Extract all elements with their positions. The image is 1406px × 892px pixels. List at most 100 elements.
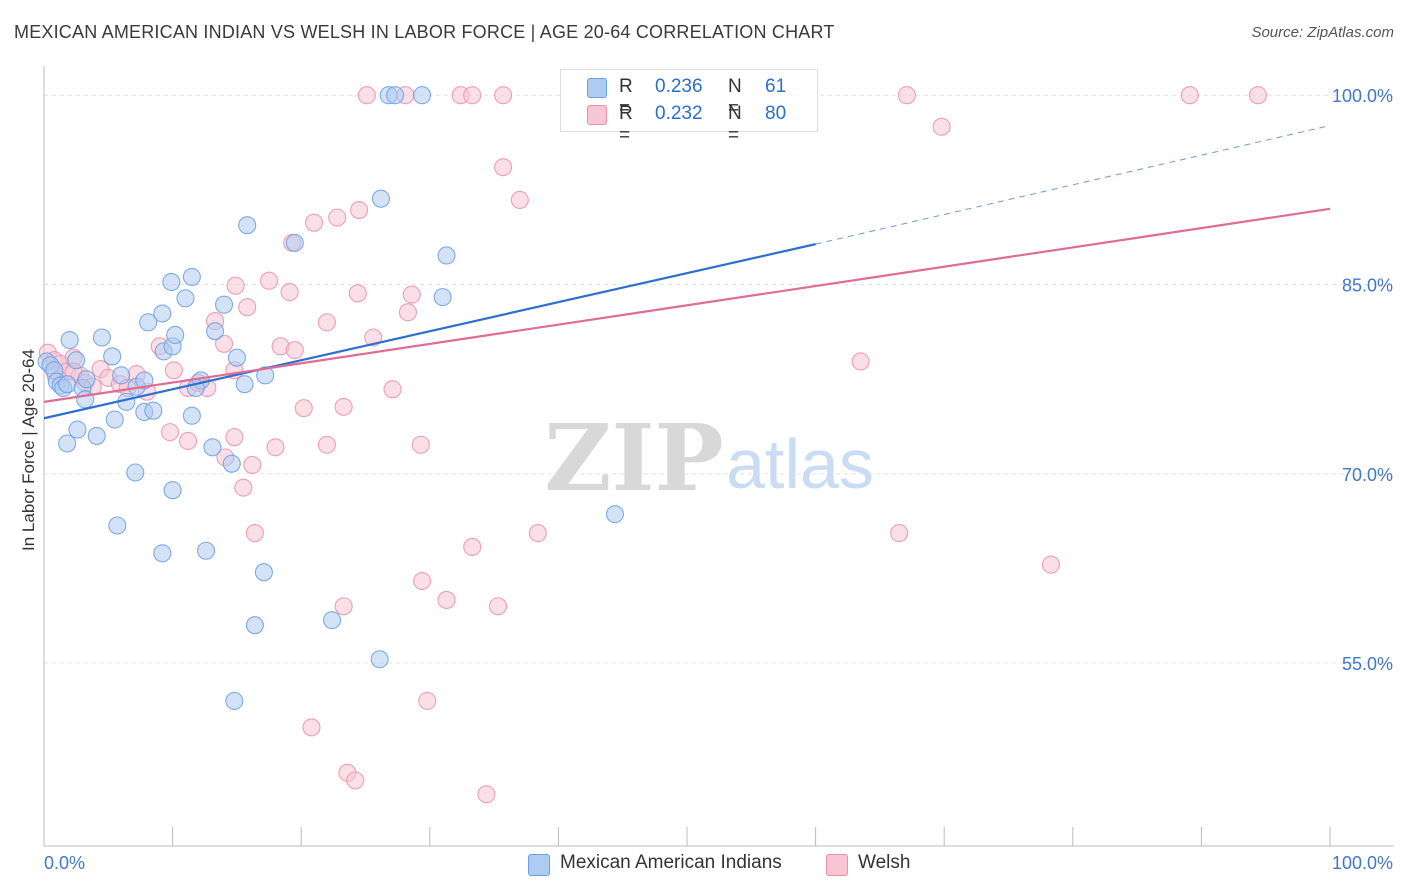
data-point bbox=[528, 524, 547, 543]
trend-line-welsh bbox=[43, 207, 1331, 403]
data-point bbox=[266, 438, 285, 457]
tick-labels: 55.0% 70.0% 85.0% 100.0% 0.0% 100.0% bbox=[44, 86, 1393, 873]
data-point bbox=[162, 272, 181, 292]
data-point bbox=[238, 298, 257, 317]
data-point bbox=[135, 371, 154, 390]
data-point bbox=[203, 438, 222, 457]
y-tick-label: 85.0% bbox=[1342, 276, 1393, 296]
legend-n-label: N = bbox=[728, 76, 742, 119]
data-point bbox=[126, 463, 145, 482]
data-point bbox=[411, 435, 430, 454]
points-mexican-american-indians bbox=[37, 86, 625, 710]
data-point bbox=[160, 423, 180, 442]
data-point bbox=[214, 295, 234, 314]
data-point bbox=[235, 375, 254, 394]
data-point bbox=[463, 86, 482, 105]
data-point bbox=[58, 375, 77, 394]
data-point bbox=[254, 563, 273, 582]
legend-swatch-pink bbox=[587, 105, 607, 125]
watermark-zip: ZIP bbox=[544, 404, 723, 512]
data-point bbox=[494, 86, 513, 105]
data-point bbox=[214, 334, 234, 353]
data-point bbox=[245, 616, 264, 635]
bottom-legend-label: Mexican American Indians bbox=[560, 852, 782, 873]
legend-r-label: R = bbox=[619, 103, 633, 146]
data-point bbox=[346, 771, 365, 790]
data-point bbox=[334, 397, 353, 416]
data-point bbox=[182, 267, 201, 286]
data-point bbox=[153, 544, 172, 563]
bottom-legend-swatch-blue bbox=[528, 854, 550, 876]
data-point bbox=[890, 524, 909, 543]
data-point bbox=[178, 431, 198, 451]
x-tick-label: 100.0% bbox=[1332, 853, 1393, 873]
legend-r-value: 0.236 bbox=[655, 76, 703, 97]
data-point bbox=[433, 288, 452, 307]
data-point bbox=[226, 276, 245, 295]
data-point bbox=[1248, 86, 1268, 105]
data-point bbox=[280, 283, 299, 302]
data-point bbox=[371, 189, 390, 208]
data-point bbox=[323, 611, 342, 630]
data-point bbox=[182, 406, 201, 425]
source-label: Source: ZipAtlas.com bbox=[1251, 24, 1394, 41]
data-point bbox=[437, 590, 456, 610]
data-point bbox=[68, 420, 87, 439]
data-point bbox=[112, 366, 131, 385]
data-point bbox=[1180, 86, 1199, 105]
data-point bbox=[108, 516, 127, 535]
y-tick-label: 100.0% bbox=[1332, 86, 1393, 106]
data-point bbox=[383, 380, 402, 399]
data-point bbox=[402, 285, 421, 304]
legend-n-label: N = bbox=[728, 103, 742, 146]
y-tick-label: 55.0% bbox=[1342, 654, 1393, 674]
data-point bbox=[77, 370, 96, 389]
bottom-legend-label: Welsh bbox=[858, 852, 911, 873]
data-point bbox=[238, 216, 257, 235]
data-point bbox=[851, 352, 870, 371]
data-point bbox=[227, 348, 246, 367]
watermark-atlas: atlas bbox=[726, 425, 874, 503]
data-point bbox=[245, 524, 264, 543]
data-point bbox=[605, 505, 625, 524]
data-point bbox=[294, 399, 313, 418]
data-point bbox=[463, 537, 482, 557]
y-axis-label-wrap: In Labor Force | Age 20-64 bbox=[18, 300, 40, 600]
data-point bbox=[259, 271, 279, 290]
legend-r-value: 0.232 bbox=[655, 103, 703, 124]
data-point bbox=[92, 328, 111, 347]
data-point bbox=[60, 330, 79, 350]
legend-n-value: 80 bbox=[765, 103, 787, 124]
data-point bbox=[413, 571, 432, 591]
data-point bbox=[305, 213, 324, 232]
data-point bbox=[256, 366, 275, 385]
data-point bbox=[494, 158, 513, 177]
data-point bbox=[364, 328, 383, 347]
data-point bbox=[510, 190, 529, 210]
data-point bbox=[67, 351, 86, 370]
data-point bbox=[153, 304, 172, 323]
data-point bbox=[58, 434, 77, 453]
data-point bbox=[357, 86, 376, 105]
data-point bbox=[225, 691, 244, 710]
data-point bbox=[488, 597, 508, 616]
data-point bbox=[285, 341, 304, 360]
data-point bbox=[437, 246, 456, 265]
trend-line-extension bbox=[815, 125, 1331, 245]
data-point bbox=[196, 541, 216, 560]
y-axis-label: In Labor Force | Age 20-64 bbox=[19, 349, 38, 551]
data-point bbox=[222, 454, 241, 473]
data-point bbox=[897, 86, 916, 105]
bottom-legend-swatch-pink bbox=[826, 854, 848, 876]
data-point bbox=[317, 435, 336, 454]
data-point bbox=[350, 201, 369, 220]
legend: R = 0.236 N = 61 R = 0.232 N = 80 bbox=[560, 69, 818, 146]
data-point bbox=[87, 426, 106, 445]
data-point bbox=[285, 233, 304, 252]
trend-lines bbox=[43, 125, 1331, 420]
data-point bbox=[386, 86, 405, 105]
data-point bbox=[302, 718, 321, 737]
legend-swatch-blue bbox=[587, 78, 607, 98]
data-point bbox=[164, 361, 183, 380]
